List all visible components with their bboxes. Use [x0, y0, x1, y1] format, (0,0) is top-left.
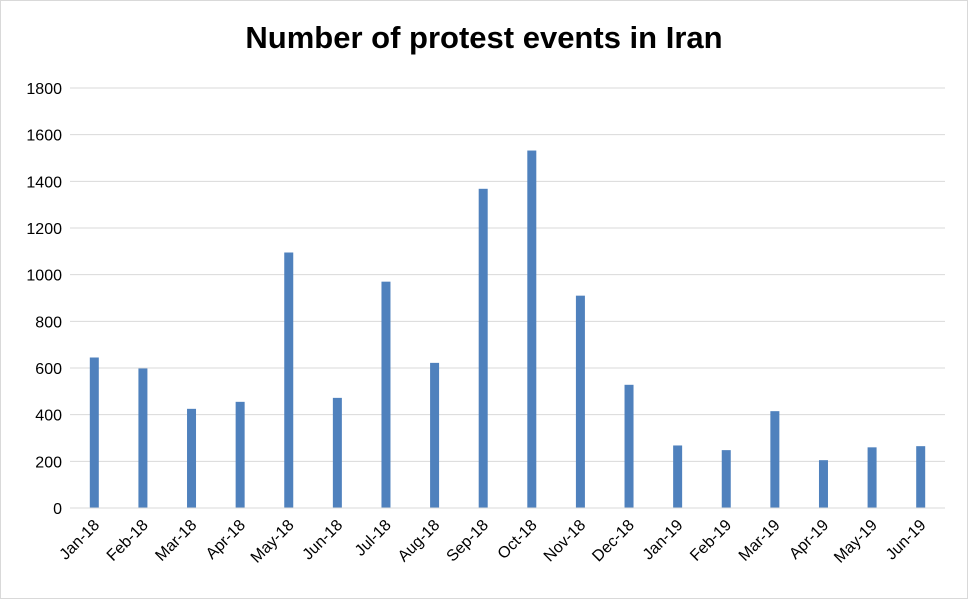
y-axis-tick-labels: 0 200 400 600 800 1000 1200 1400 1600 1800	[26, 81, 62, 518]
x-tick-label: Dec-18	[589, 517, 638, 566]
x-tick-label: Jan-19	[640, 517, 687, 564]
x-tick-label: Aug-18	[395, 517, 444, 566]
y-tick-label: 1600	[26, 128, 62, 145]
y-tick-label: 0	[53, 501, 62, 518]
y-tick-label: 400	[35, 408, 62, 425]
bar-mar-19	[770, 411, 780, 508]
x-tick-label: Apr-19	[786, 517, 832, 563]
bar-jan-18	[89, 357, 99, 508]
bars	[89, 150, 926, 509]
x-tick-label: Feb-19	[687, 517, 735, 565]
bar-apr-18	[235, 401, 245, 508]
x-tick-label: Nov-18	[541, 517, 590, 566]
x-tick-label: Feb-18	[104, 517, 152, 565]
bar-sep-18	[478, 188, 488, 509]
x-tick-label: May-18	[248, 517, 298, 567]
bar-aug-18	[430, 362, 440, 508]
bar-mar-18	[187, 408, 197, 508]
x-tick-label: Jun-18	[300, 517, 347, 564]
x-tick-label: May-19	[831, 517, 881, 567]
bar-may-19	[867, 447, 877, 508]
y-tick-label: 200	[35, 454, 62, 471]
x-tick-label: Sep-18	[444, 517, 493, 566]
y-tick-label: 1400	[26, 174, 62, 191]
x-tick-label: Mar-18	[152, 517, 200, 565]
x-tick-label: Jul-18	[352, 517, 395, 560]
bar-nov-18	[575, 295, 585, 508]
grid-lines	[70, 87, 945, 462]
bar-jan-19	[673, 445, 683, 508]
x-tick-label: Jan-18	[57, 517, 104, 564]
chart-title: Number of protest events in Iran	[245, 20, 723, 55]
y-tick-label: 1200	[26, 221, 62, 238]
bar-feb-19	[721, 450, 731, 508]
bar-jul-18	[381, 281, 391, 508]
y-tick-label: 800	[35, 314, 62, 331]
y-tick-label: 1000	[26, 268, 62, 285]
bar-dec-18	[624, 384, 634, 508]
bar-jun-19	[916, 446, 926, 508]
bar-jun-18	[332, 397, 342, 508]
bar-feb-18	[138, 368, 148, 508]
x-tick-label: Apr-18	[203, 517, 249, 563]
bar-may-18	[284, 252, 294, 508]
y-tick-label: 600	[35, 361, 62, 378]
bar-oct-18	[527, 150, 537, 509]
y-tick-label: 1800	[26, 81, 62, 98]
bar-apr-19	[818, 460, 828, 508]
x-tick-label: Mar-19	[736, 517, 784, 565]
x-tick-label: Oct-18	[495, 517, 541, 563]
x-tick-label: Jun-19	[883, 517, 930, 564]
